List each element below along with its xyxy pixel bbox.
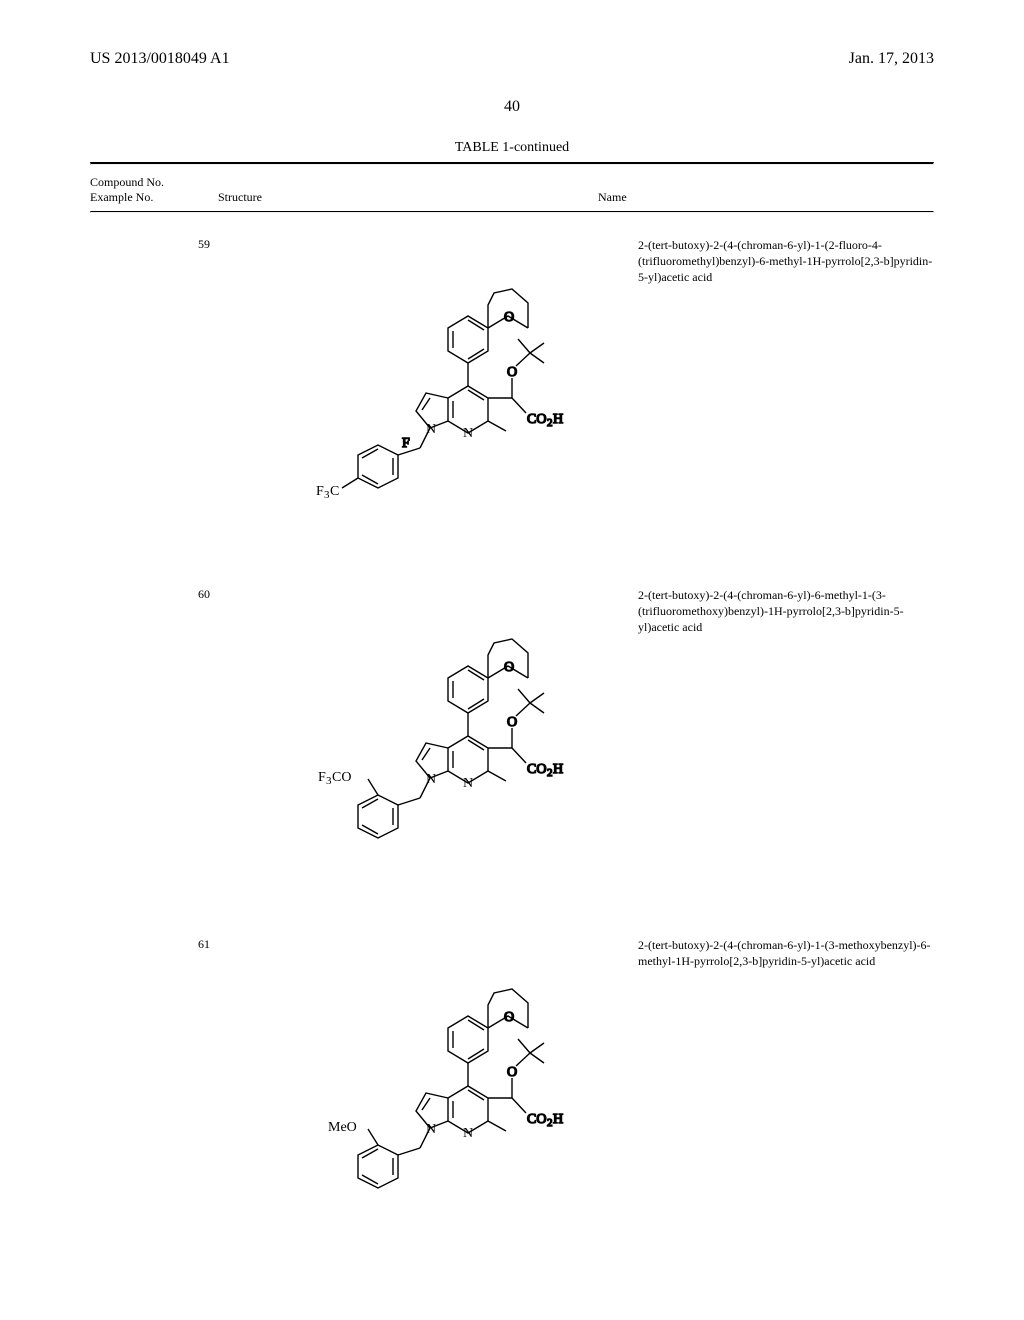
svg-text:H: H xyxy=(553,1112,563,1127)
svg-text:N: N xyxy=(463,776,473,791)
svg-text:N: N xyxy=(426,422,436,437)
table-row: 59 O xyxy=(90,213,934,563)
page-header: US 2013/0018049 A1 Jan. 17, 2013 xyxy=(90,50,934,68)
svg-text:MeO: MeO xyxy=(328,1120,357,1135)
table-row: 60 O xyxy=(90,563,934,913)
page: US 2013/0018049 A1 Jan. 17, 2013 40 TABL… xyxy=(0,0,1024,1303)
publication-number: US 2013/0018049 A1 xyxy=(90,50,230,68)
compound-name: 2-(tert-butoxy)-2-(4-(chroman-6-yl)-6-me… xyxy=(638,583,934,636)
structure-cell: O N N CO2H O xyxy=(258,933,638,1263)
chemical-structure-icon: O N N CO2H O xyxy=(298,933,598,1263)
svg-text:2: 2 xyxy=(547,767,553,779)
table-title: TABLE 1-continued xyxy=(90,140,934,156)
svg-text:O: O xyxy=(504,660,514,675)
chemical-structure-icon: O N N xyxy=(298,233,598,563)
table-row: 61 O xyxy=(90,913,934,1263)
svg-text:F: F xyxy=(316,484,324,499)
svg-text:N: N xyxy=(463,1126,473,1141)
col-compound-line1: Compound No. xyxy=(90,175,210,190)
svg-text:N: N xyxy=(426,772,436,787)
page-number: 40 xyxy=(90,98,934,116)
chemical-structure-icon: O N N CO2H O xyxy=(298,583,598,913)
svg-text:CO: CO xyxy=(527,412,546,427)
svg-text:O: O xyxy=(504,1010,514,1025)
svg-text:2: 2 xyxy=(547,417,553,429)
publication-date: Jan. 17, 2013 xyxy=(849,50,934,68)
table-column-headers: Compound No. Example No. Structure Name xyxy=(90,165,934,211)
svg-text:O: O xyxy=(507,365,517,380)
structure-cell: O N N xyxy=(258,233,638,563)
svg-text:F: F xyxy=(402,436,410,451)
col-compound-line2: Example No. xyxy=(90,190,210,205)
svg-text:CO: CO xyxy=(527,1112,546,1127)
svg-text:2: 2 xyxy=(547,1117,553,1129)
compound-name: 2-(tert-butoxy)-2-(4-(chroman-6-yl)-1-(3… xyxy=(638,933,934,969)
svg-text:N: N xyxy=(426,1122,436,1137)
svg-text:N: N xyxy=(463,426,473,441)
structure-cell: O N N CO2H O xyxy=(258,583,638,913)
svg-text:F: F xyxy=(318,770,326,785)
example-number: 59 xyxy=(90,233,258,252)
compound-name: 2-(tert-butoxy)-2-(4-(chroman-6-yl)-1-(2… xyxy=(638,233,934,286)
svg-text:CO: CO xyxy=(332,770,351,785)
svg-text:O: O xyxy=(507,1065,517,1080)
col-name: Name xyxy=(598,175,934,205)
col-structure: Structure xyxy=(210,175,598,205)
svg-text:H: H xyxy=(553,762,563,777)
svg-text:O: O xyxy=(504,310,514,325)
example-number: 61 xyxy=(90,933,258,952)
example-number: 60 xyxy=(90,583,258,602)
svg-text:CO: CO xyxy=(527,762,546,777)
svg-text:C: C xyxy=(330,484,339,499)
svg-text:O: O xyxy=(507,715,517,730)
svg-text:H: H xyxy=(553,412,563,427)
